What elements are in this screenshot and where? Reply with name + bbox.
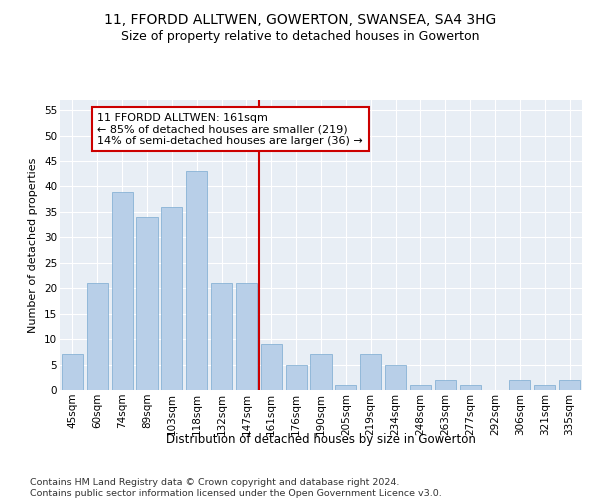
Text: 11 FFORDD ALLTWEN: 161sqm
← 85% of detached houses are smaller (219)
14% of semi: 11 FFORDD ALLTWEN: 161sqm ← 85% of detac… [97, 112, 363, 146]
Bar [136, 217, 158, 390]
Bar [310, 354, 332, 390]
Bar [161, 207, 182, 390]
Bar [286, 364, 307, 390]
Bar [261, 344, 282, 390]
Text: Contains HM Land Registry data © Crown copyright and database right 2024.
Contai: Contains HM Land Registry data © Crown c… [30, 478, 442, 498]
Bar [360, 354, 381, 390]
Bar [112, 192, 133, 390]
Bar [559, 380, 580, 390]
Bar [410, 385, 431, 390]
Bar [87, 283, 108, 390]
Bar [236, 283, 257, 390]
Y-axis label: Number of detached properties: Number of detached properties [28, 158, 38, 332]
Text: Size of property relative to detached houses in Gowerton: Size of property relative to detached ho… [121, 30, 479, 43]
Bar [62, 354, 83, 390]
Bar [534, 385, 555, 390]
Bar [435, 380, 456, 390]
Bar [460, 385, 481, 390]
Bar [211, 283, 232, 390]
Text: Distribution of detached houses by size in Gowerton: Distribution of detached houses by size … [166, 432, 476, 446]
Text: 11, FFORDD ALLTWEN, GOWERTON, SWANSEA, SA4 3HG: 11, FFORDD ALLTWEN, GOWERTON, SWANSEA, S… [104, 12, 496, 26]
Bar [335, 385, 356, 390]
Bar [385, 364, 406, 390]
Bar [186, 171, 207, 390]
Bar [509, 380, 530, 390]
